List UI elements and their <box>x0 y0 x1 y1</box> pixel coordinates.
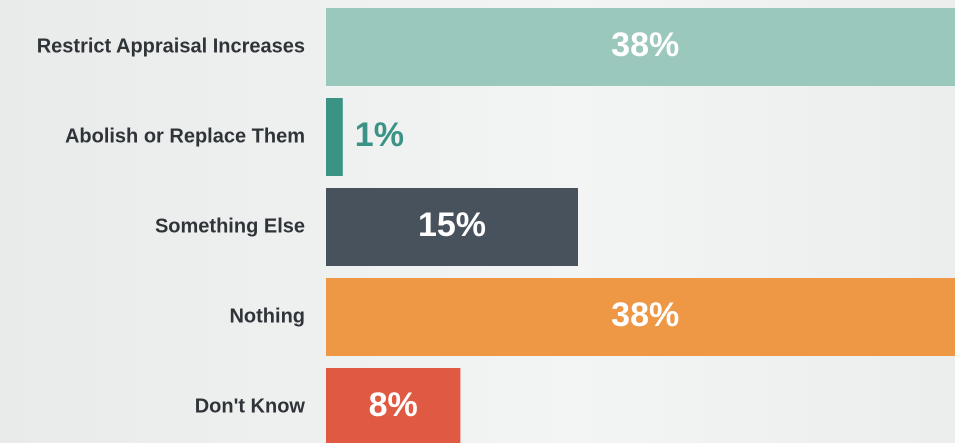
category-label: Restrict Appraisal Increases <box>37 35 305 57</box>
category-label: Nothing <box>229 305 305 327</box>
category-label: Something Else <box>155 215 305 237</box>
bar <box>326 368 461 443</box>
value-label: 38% <box>611 296 679 334</box>
bar <box>326 98 343 176</box>
category-label: Don't Know <box>195 395 306 417</box>
bar <box>326 8 955 86</box>
bar <box>326 188 578 266</box>
value-label: 38% <box>611 26 679 64</box>
category-label: Abolish or Replace Them <box>65 125 305 147</box>
bar <box>326 278 955 356</box>
value-label: 15% <box>418 206 486 244</box>
value-label: 1% <box>355 116 404 154</box>
value-label: 8% <box>369 386 418 424</box>
